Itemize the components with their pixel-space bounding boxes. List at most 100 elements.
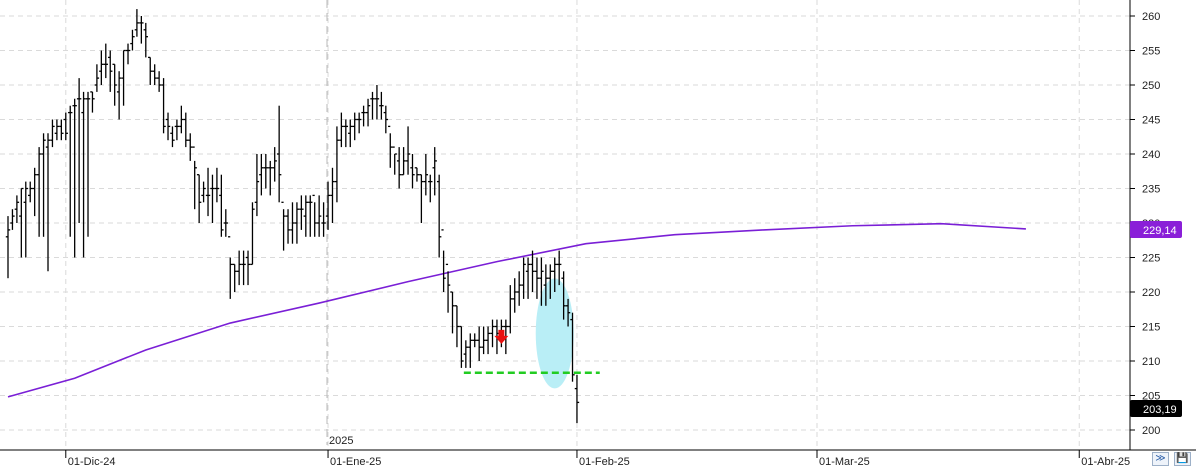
ma-price-badge: 229,14: [1130, 221, 1182, 238]
ohlc-bar: [316, 195, 322, 237]
y-tick-label: 240: [1142, 149, 1160, 161]
ohlc-bar: [388, 125, 393, 168]
y-tick-label: 225: [1142, 253, 1160, 265]
ohlc-bar: [214, 167, 220, 203]
ohlc-bar: [392, 146, 397, 175]
ohlc-bar: [68, 105, 73, 237]
ohlc-bar: [330, 167, 335, 223]
ohlc-bar: [14, 195, 20, 223]
ohlc-bar: [303, 195, 309, 237]
x-tick-label: 01-Abr-25: [1081, 456, 1130, 468]
ohlc-bar: [276, 105, 282, 203]
y-tick-label: 260: [1142, 11, 1160, 23]
ohlc-bar: [130, 29, 135, 51]
ohlc-bar: [54, 119, 60, 141]
ohlc-bar: [441, 229, 446, 292]
ohlc-bar: [365, 98, 371, 127]
vertical-gridlines: [65, 0, 1080, 450]
arrow-shape: [494, 329, 509, 344]
ohlc-bar: [356, 112, 362, 134]
ohlc-bar: [23, 181, 28, 258]
x-tick-label: 01-Mar-25: [819, 456, 870, 468]
ohlc-bar: [76, 78, 82, 223]
ohlc-bar: [50, 119, 55, 148]
ohlc-bar: [556, 250, 562, 286]
ohlc-bar: [152, 64, 157, 85]
y-tick-label: 215: [1142, 322, 1160, 334]
ohlc-bar: [170, 126, 175, 148]
ohlc-bar: [174, 119, 180, 141]
y-tick-label: 220: [1142, 287, 1160, 299]
x-tick-label: 01-Dic-24: [68, 456, 116, 468]
ohlc-bar: [570, 312, 575, 382]
ohlc-bar: [210, 174, 215, 223]
y-tick-label: 200: [1142, 425, 1160, 437]
ohlc-bar: [383, 105, 389, 134]
ohlc-bar: [112, 63, 117, 106]
ohlc-bar: [223, 209, 229, 237]
ohlc-bar: [472, 333, 477, 348]
ohlc-bar: [410, 154, 415, 189]
ohlc-bar: [339, 112, 344, 148]
ohlc-bar: [259, 154, 264, 196]
y-tick-label: 255: [1142, 46, 1160, 58]
ohlc-bar: [299, 195, 304, 230]
ohlc-bar: [161, 78, 166, 134]
ohlc-bar: [219, 174, 224, 237]
ohlc-bar: [236, 250, 242, 286]
ohlc-bar: [63, 112, 68, 141]
ohlc-bar: [432, 147, 437, 196]
ohlc-bar: [445, 263, 451, 313]
ohlc-bar: [561, 271, 566, 320]
x-tick-label: 01-Feb-25: [579, 456, 630, 468]
ohlc-bar: [10, 209, 15, 230]
ohlc-bar: [476, 326, 482, 361]
last-price-label: 203,19: [1143, 404, 1177, 416]
ohlc-bar: [534, 257, 540, 299]
ohlc-bar: [148, 56, 153, 85]
ohlc-bar: [481, 326, 486, 355]
ohlc-bar: [254, 154, 260, 217]
ohlc-bar: [530, 250, 535, 292]
ohlc-bar: [139, 16, 144, 44]
ohlc-bar: [81, 91, 86, 258]
ohlc-bar: [285, 209, 291, 244]
ohlc-bar: [99, 50, 104, 85]
ohlc-bar: [94, 64, 100, 92]
ohlc-bar: [361, 105, 366, 127]
ohlc-bar: [125, 43, 131, 65]
ohlc-bar: [525, 257, 531, 299]
ohlc-bar: [565, 298, 571, 327]
ohlc-bar: [414, 167, 420, 182]
y-tick-label: 245: [1142, 115, 1160, 127]
ohlc-bar: [45, 133, 51, 272]
ohlc-bar: [5, 216, 11, 279]
ohlc-bar: [548, 264, 553, 299]
ohlc-bar: [370, 91, 375, 120]
ohlc-bar: [543, 264, 549, 306]
ohlc-bar: [268, 160, 273, 196]
ohlc-bar: [450, 291, 455, 334]
save-button[interactable]: 💾: [1174, 452, 1191, 466]
ohlc-bar: [396, 147, 402, 189]
ohlc-bar: [41, 133, 46, 237]
ohlc-bar: [321, 202, 326, 237]
ohlc-bar: [108, 50, 113, 92]
ma-price-label: 229,14: [1143, 225, 1177, 237]
zoom-button[interactable]: ≫: [1152, 452, 1169, 466]
ohlc-bar: [512, 278, 517, 313]
ohlc-bar: [201, 181, 206, 203]
ohlc-bar: [134, 9, 140, 37]
ohlc-bar: [156, 71, 162, 92]
ohlc-bar: [183, 112, 188, 148]
ohlc-bar: [205, 167, 211, 217]
ohlc-bar: [121, 49, 126, 106]
ohlc-bar: [232, 263, 237, 292]
ohlc-bar: [36, 147, 42, 237]
ohlc-bar: [552, 257, 557, 292]
ohlc-bar: [352, 112, 357, 141]
ohlc-bar: [263, 154, 269, 189]
ohlc-bar: [463, 340, 469, 368]
ohlc-bar: [312, 194, 317, 237]
